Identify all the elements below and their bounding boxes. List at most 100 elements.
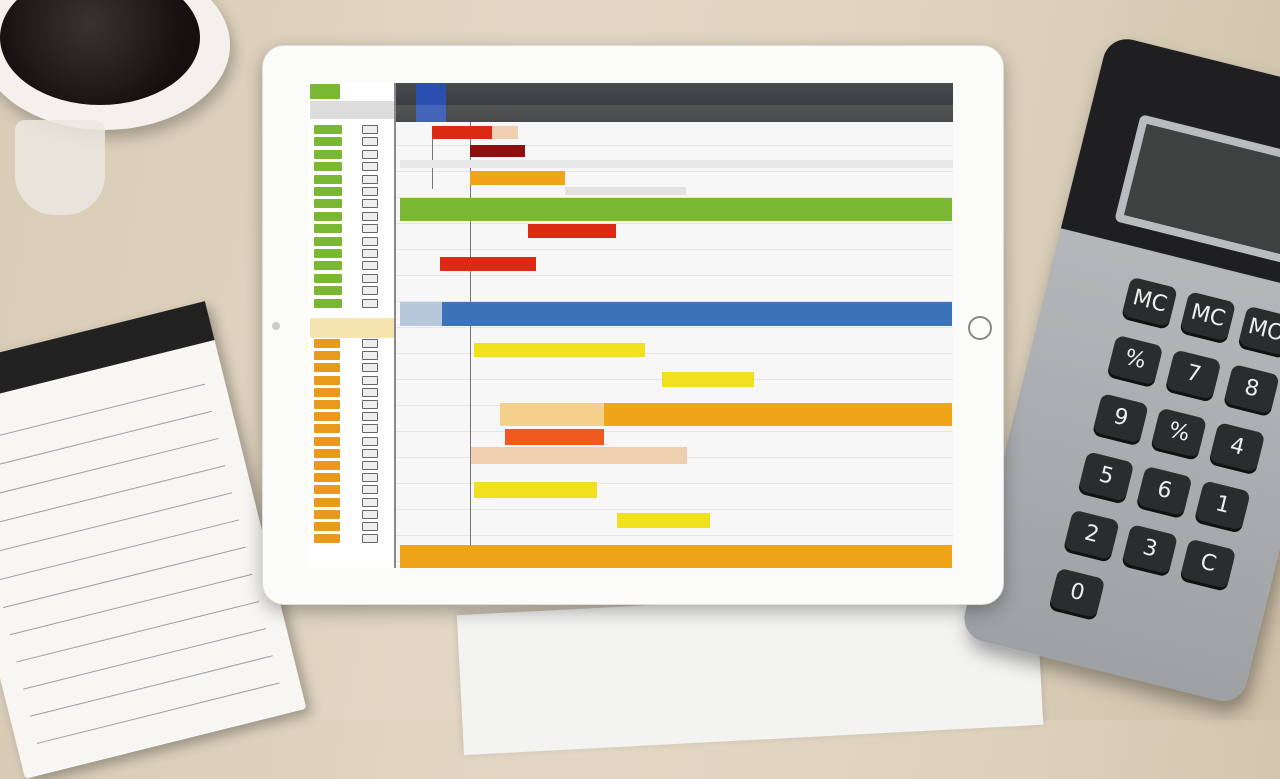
header-light-row (396, 105, 953, 122)
home-button[interactable] (968, 316, 992, 340)
calculator-key[interactable]: MC (1121, 276, 1178, 328)
notebook-line (0, 410, 212, 473)
gantt-bar[interactable] (440, 257, 536, 271)
gantt-chart-screen (308, 83, 953, 568)
calculator-key[interactable]: MC (1179, 291, 1237, 342)
gantt-bar[interactable] (474, 482, 597, 498)
gantt-bar[interactable] (565, 187, 686, 195)
calculator-key[interactable]: 7 (1165, 349, 1222, 400)
task-id (362, 286, 378, 296)
task-id (362, 211, 378, 221)
calculator-key[interactable]: % (1107, 334, 1164, 386)
notebook-line (23, 628, 267, 690)
calculator-key[interactable]: 4 (1209, 422, 1266, 473)
gantt-bar[interactable] (662, 372, 754, 387)
task-id (362, 174, 378, 184)
notebook-line (9, 573, 253, 636)
task-id (362, 149, 378, 159)
task-id (362, 273, 378, 283)
gridline (396, 301, 953, 302)
gantt-bar[interactable] (617, 513, 710, 528)
task-id (362, 424, 378, 434)
task-name (314, 162, 342, 172)
task-name (314, 400, 340, 409)
task-id (362, 485, 378, 495)
calculator-key[interactable]: 5 (1078, 451, 1135, 502)
calculator-key[interactable]: 3 (1121, 524, 1179, 575)
gantt-bar[interactable] (470, 145, 525, 157)
gridline (396, 171, 953, 172)
task-name (314, 387, 340, 397)
task-name (314, 339, 340, 348)
gantt-bar[interactable] (474, 343, 645, 357)
gantt-bar[interactable] (400, 302, 442, 326)
task-name (314, 187, 342, 196)
calculator: MC MC MO% 7 8 9% 4 5 6 1 2 3 C 0 (959, 34, 1280, 706)
task-name (314, 412, 340, 422)
task-name (314, 424, 340, 434)
calculator-key[interactable]: 8 (1223, 363, 1280, 415)
task-name (314, 149, 342, 159)
calculator-key[interactable]: 1 (1194, 480, 1251, 531)
task-name (314, 509, 340, 519)
task-name (314, 125, 342, 134)
calculator-key[interactable]: 0 (1049, 567, 1106, 619)
notebook-line (36, 682, 280, 744)
task-name (314, 375, 340, 385)
task-id (362, 436, 378, 446)
task-name (314, 351, 340, 361)
gantt-bar[interactable] (470, 171, 565, 185)
gantt-bar[interactable] (432, 126, 492, 139)
task-id (362, 298, 378, 308)
group-header (310, 318, 394, 338)
notebook-line (16, 600, 260, 663)
task-name (314, 448, 340, 458)
coffee (0, 0, 200, 105)
calculator-key[interactable]: % (1150, 407, 1208, 459)
cup-handle (15, 120, 105, 215)
calculator-key[interactable]: MO (1238, 305, 1280, 357)
gantt-bar[interactable] (500, 403, 604, 426)
gantt-bar[interactable] (400, 545, 952, 568)
gantt-bar[interactable] (400, 198, 952, 221)
gridline (396, 509, 953, 510)
gantt-bar[interactable] (492, 126, 518, 139)
notebook-line (0, 465, 226, 527)
gridline (396, 483, 953, 484)
calculator-key[interactable]: 9 (1092, 393, 1149, 444)
gridline (396, 353, 953, 354)
gantt-bar[interactable] (400, 160, 953, 168)
calculator-key[interactable]: 2 (1063, 509, 1120, 560)
notebook-line (0, 383, 206, 446)
task-name (314, 211, 342, 221)
task-name (314, 497, 340, 507)
header-green (310, 84, 340, 99)
gridline (396, 275, 953, 276)
task-name (314, 236, 342, 246)
paper-sheets (456, 584, 1044, 756)
calculator-key[interactable]: 6 (1136, 465, 1193, 517)
gantt-bar[interactable] (528, 224, 616, 238)
task-name (314, 485, 340, 495)
calculator-key[interactable]: C (1179, 538, 1237, 589)
gantt-bar[interactable] (505, 429, 604, 445)
task-name (314, 199, 342, 209)
task-id (362, 351, 378, 361)
gridline (396, 431, 953, 432)
task-id (362, 412, 378, 422)
task-id (362, 497, 378, 507)
task-id (362, 461, 378, 470)
gridline (396, 535, 953, 536)
task-name (314, 224, 342, 234)
task-name (314, 534, 340, 544)
gridline (396, 223, 953, 224)
notebook-spiral (0, 301, 215, 411)
gantt-bar[interactable] (471, 447, 687, 464)
gantt-bar[interactable] (604, 403, 952, 426)
gantt-bar[interactable] (442, 302, 952, 326)
notebook-line (0, 492, 233, 554)
task-name (314, 273, 342, 283)
timeline-header (396, 83, 953, 122)
task-id (362, 125, 378, 134)
today-line (470, 122, 471, 568)
